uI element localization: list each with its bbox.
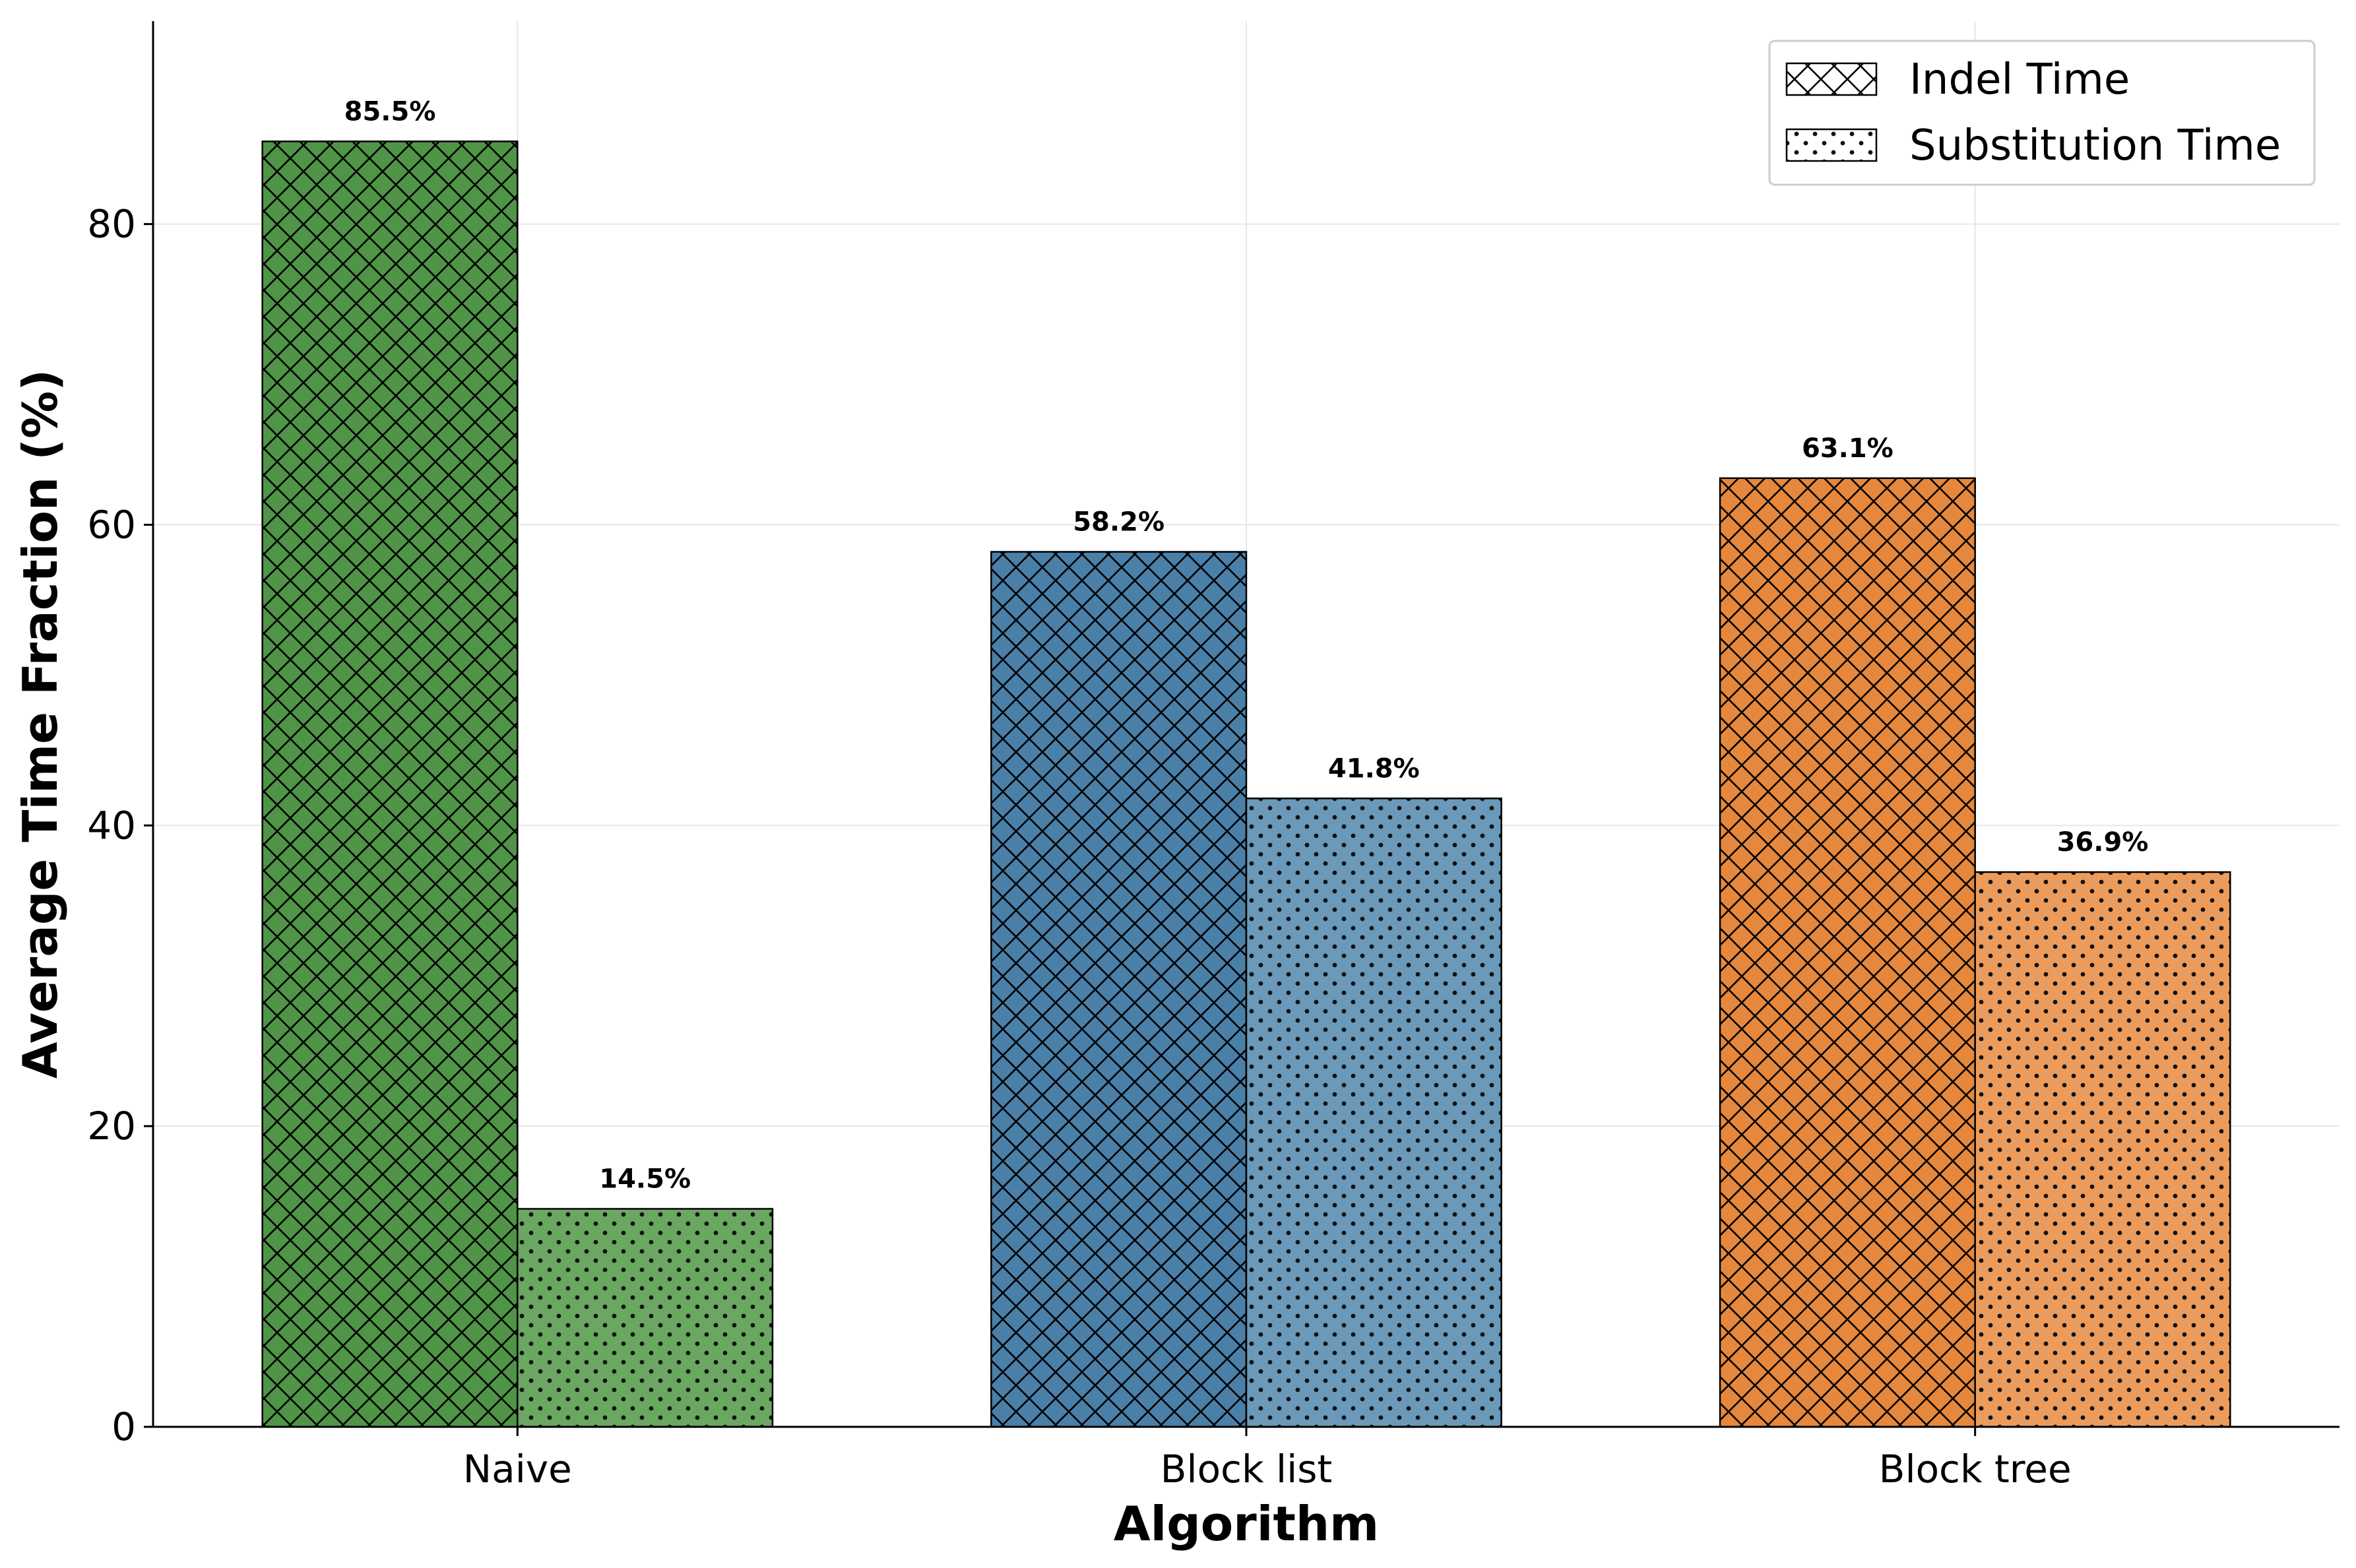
y-tick-label-3: 60 [87, 503, 136, 548]
data-label-substitution-1: 41.8% [1328, 753, 1420, 784]
bar-hatch-indel-1 [990, 551, 1248, 1428]
y-axis-title: Average Time Fraction (%) [13, 369, 68, 1079]
y-tick-label-1: 20 [87, 1104, 136, 1148]
data-label-indel-0: 85.5% [344, 96, 436, 127]
legend-label-indel: Indel Time [1909, 55, 2130, 104]
bar-hatch-indel-2 [1719, 477, 1976, 1428]
y-tick-label-0: 0 [111, 1404, 136, 1449]
y-axis-ticks: 0 20 40 60 80 [87, 202, 153, 1449]
legend-swatch-indel [1785, 62, 1878, 96]
data-label-indel-2: 63.1% [1802, 433, 1894, 464]
legend-box [1768, 40, 2316, 186]
bars [261, 141, 2231, 1428]
data-label-indel-1: 58.2% [1073, 507, 1164, 538]
x-axis-title: Algorithm [1114, 1496, 1379, 1552]
bar-hatch-indel-0 [261, 141, 519, 1428]
data-labels: 85.5% 58.2% 63.1% 14.5% 41.8% 36.9% [344, 96, 2149, 1194]
y-tick-label-2: 40 [87, 803, 136, 848]
bar-hatch-substitution-0 [517, 1208, 774, 1428]
x-axis-ticks: Naive Block list Block tree [463, 1427, 2072, 1491]
x-tick-label-1: Block list [1161, 1447, 1333, 1491]
legend-label-substitution: Substitution Time [1909, 121, 2281, 170]
legend-swatch-substitution [1785, 128, 1878, 162]
data-label-substitution-2: 36.9% [2057, 827, 2149, 858]
bar-hatch-substitution-1 [1245, 798, 1502, 1428]
legend: Indel Time Substitution Time [1768, 40, 2316, 186]
bar-hatch-substitution-2 [1974, 871, 2231, 1428]
x-tick-label-2: Block tree [1879, 1447, 2072, 1491]
y-tick-label-4: 80 [87, 202, 136, 247]
x-tick-label-0: Naive [463, 1447, 572, 1491]
data-label-substitution-0: 14.5% [599, 1164, 691, 1195]
